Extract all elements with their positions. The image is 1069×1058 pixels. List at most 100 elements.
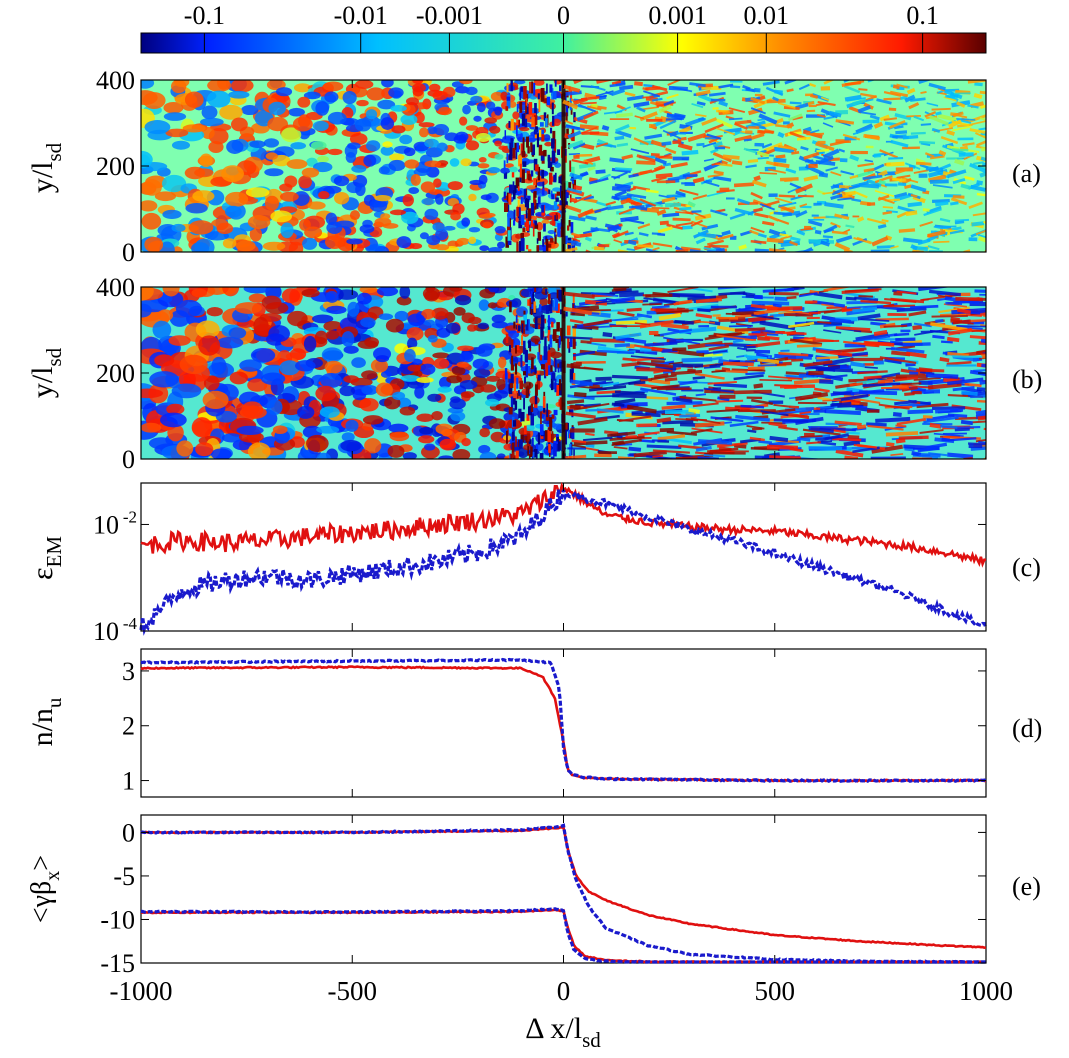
heatmap-streak (853, 444, 878, 449)
heatmap-filament (559, 361, 562, 368)
heatmap-blob (420, 181, 436, 193)
heatmap-streak (634, 81, 643, 87)
heatmap-filament (539, 453, 544, 459)
heatmap-streak (571, 365, 604, 371)
heatmap-streak (775, 124, 793, 129)
heatmap-streak (932, 184, 953, 189)
heatmap-filament (550, 190, 553, 197)
heatmap-blob (226, 139, 244, 154)
heatmap-filament (516, 103, 519, 113)
heatmap-streak (777, 131, 785, 138)
heatmap-streak (730, 80, 743, 83)
heatmap-streak (976, 346, 986, 354)
heatmap-blob (465, 140, 480, 151)
heatmap-streak (842, 133, 861, 141)
heatmap-filament (509, 301, 512, 313)
heatmap-streak (587, 105, 602, 111)
heatmap-blob (208, 140, 224, 154)
heatmap-streak (888, 156, 904, 160)
heatmap-streak (978, 440, 986, 446)
heatmap-streak (626, 95, 644, 102)
heatmap-filament (513, 321, 516, 329)
heatmap-streak (946, 360, 972, 366)
heatmap-blob (339, 385, 356, 397)
heatmap-streak (569, 404, 581, 410)
heatmap-streak (839, 158, 848, 163)
heatmap-blob (392, 391, 406, 401)
heatmap-streak (614, 398, 636, 405)
heatmap-filament (546, 326, 551, 333)
heatmap-streak (934, 224, 952, 229)
heatmap-streak (912, 324, 923, 331)
heatmap-blob (378, 166, 390, 175)
heatmap-filament (537, 196, 541, 205)
heatmap-streak (920, 330, 938, 333)
heatmap-filament (540, 314, 545, 329)
heatmap-streak (706, 133, 722, 140)
heatmap-filament (539, 354, 543, 361)
heatmap-blob (288, 107, 305, 117)
heatmap-blob (142, 92, 166, 110)
heatmap-blob (265, 152, 278, 160)
heatmap-streak (645, 86, 661, 91)
heatmap-streak (596, 349, 635, 355)
heatmap-streak (634, 115, 645, 120)
heatmap-streak (679, 395, 717, 402)
xlabel-main: Δ x/l (525, 1012, 582, 1045)
heatmap-streak (576, 153, 593, 157)
heatmap-blob (418, 122, 435, 128)
heatmap-streak (659, 427, 675, 433)
heatmap-blob (207, 90, 231, 108)
heatmap-streak (778, 201, 797, 208)
heatmap-streak (958, 152, 974, 157)
heatmap-streak (595, 376, 612, 382)
heatmap-filament (556, 322, 560, 332)
heatmap-streak (769, 435, 789, 443)
heatmap-filament (554, 80, 557, 87)
heatmap-streak (718, 83, 734, 89)
heatmap-streak (831, 230, 848, 235)
heatmap-streak (695, 297, 722, 304)
heatmap-filament (547, 246, 551, 252)
heatmap-blob (402, 452, 417, 459)
heatmap-filament (534, 103, 537, 117)
heatmap-streak (891, 350, 911, 357)
heatmap-blob (326, 305, 347, 315)
heatmap-blob (400, 113, 418, 126)
heatmap-blob (399, 134, 413, 145)
y-tick-label: 0 (122, 238, 135, 267)
heatmap-streak (806, 109, 816, 113)
heatmap-streak (885, 431, 919, 437)
heatmap-filament (515, 314, 518, 323)
heatmap-streak (808, 426, 834, 433)
heatmap-streak (873, 153, 881, 158)
heatmap-filament (542, 181, 545, 189)
heatmap-blob (171, 140, 191, 150)
heatmap-blob (488, 418, 506, 429)
heatmap-streak (710, 148, 719, 154)
heatmap-streak (605, 200, 616, 206)
heatmap-streak (707, 447, 739, 453)
heatmap-streak (760, 410, 789, 417)
heatmap-streak (975, 408, 986, 416)
heatmap-streak (878, 403, 910, 410)
heatmap-streak (668, 292, 705, 298)
heatmap-streak (926, 205, 942, 214)
heatmap-streak (834, 420, 862, 427)
heatmap-streak (857, 162, 874, 168)
heatmap-streak (854, 296, 879, 302)
heatmap-streak (651, 374, 677, 381)
heatmap-blob (175, 299, 203, 318)
heatmap-filament (549, 417, 553, 431)
heatmap-blob (477, 322, 489, 330)
heatmap-blob (302, 237, 318, 250)
heatmap-blob (200, 117, 224, 127)
heatmap-streak (926, 414, 955, 421)
heatmap-filament (530, 170, 534, 177)
heatmap-filament (519, 380, 524, 390)
heatmap-streak (784, 386, 797, 389)
heatmap-filament (508, 406, 513, 415)
heatmap-streak (898, 435, 929, 440)
heatmap-blob (298, 175, 312, 189)
